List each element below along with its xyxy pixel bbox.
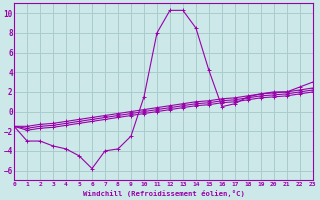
X-axis label: Windchill (Refroidissement éolien,°C): Windchill (Refroidissement éolien,°C) [83, 190, 244, 197]
